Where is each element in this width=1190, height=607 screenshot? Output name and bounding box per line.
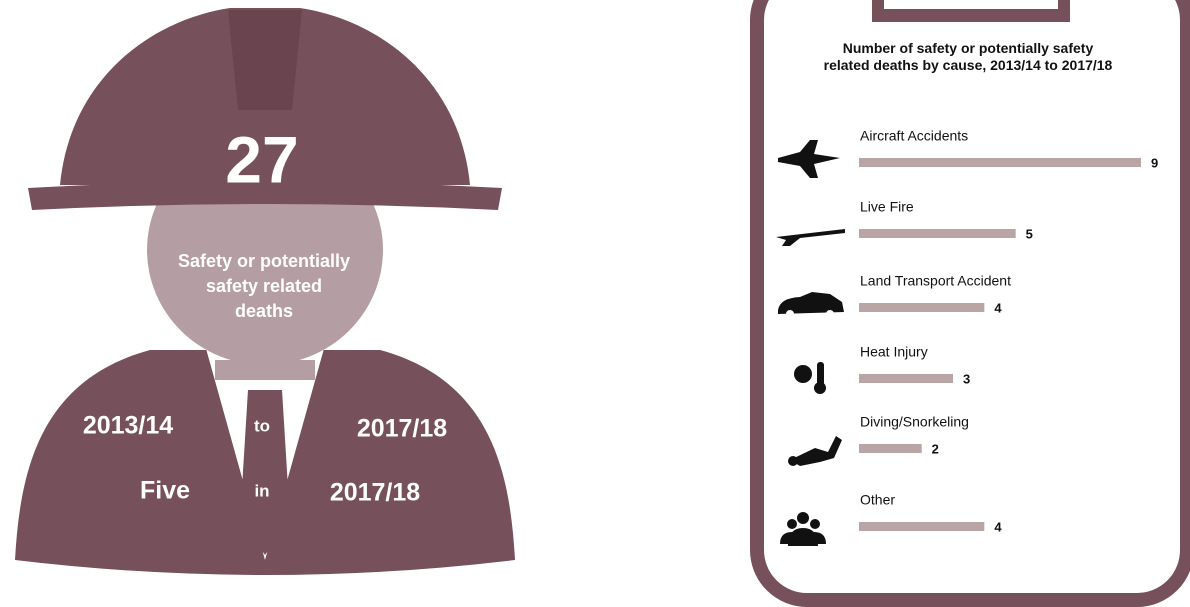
value-label: 4 — [994, 519, 1002, 534]
bar — [859, 303, 984, 312]
value-label: 4 — [994, 300, 1002, 315]
category-label: Live Fire — [860, 199, 914, 215]
value-label: 5 — [1026, 226, 1033, 241]
icons — [776, 140, 845, 546]
icon-rifle — [776, 229, 845, 246]
count-word: Five — [140, 477, 190, 505]
bar — [859, 374, 953, 383]
caption-line: safety related — [206, 276, 322, 296]
icon-aircraft — [778, 140, 840, 178]
chart-title: Number of safety or potentially safety r… — [820, 40, 1116, 74]
icon-people — [797, 512, 809, 524]
value-label: 3 — [963, 371, 970, 386]
bar — [859, 158, 1141, 167]
from-year: 2013/14 — [83, 412, 173, 440]
to-year: 2017/18 — [357, 415, 447, 443]
to-word: to — [254, 416, 270, 435]
icon-sun — [794, 365, 812, 383]
in-year: 2017/18 — [330, 479, 420, 507]
caption-line: deaths — [235, 301, 293, 321]
value-label: 2 — [932, 441, 939, 456]
in-word: in — [254, 481, 269, 500]
category-label: Diving/Snorkeling — [860, 414, 969, 430]
value-label: 9 — [1151, 155, 1158, 170]
category-label: Aircraft Accidents — [860, 128, 968, 144]
page: {"infographic": { "total": "27", "captio… — [0, 0, 1190, 607]
category-label: Land Transport Accident — [860, 273, 1011, 289]
category-label: Other — [860, 492, 895, 508]
bar — [859, 444, 922, 453]
tie — [240, 390, 290, 555]
total: 27 — [225, 122, 298, 196]
canvas: 27 Safety or potentially safety related … — [0, 0, 1190, 607]
category-label: Heat Injury — [860, 344, 928, 360]
caption-line: Safety or potentially — [178, 251, 350, 271]
bar — [859, 229, 1016, 238]
helmet-ridge — [228, 10, 302, 110]
bar — [859, 522, 984, 531]
panel-tab-inner — [884, 0, 1058, 9]
